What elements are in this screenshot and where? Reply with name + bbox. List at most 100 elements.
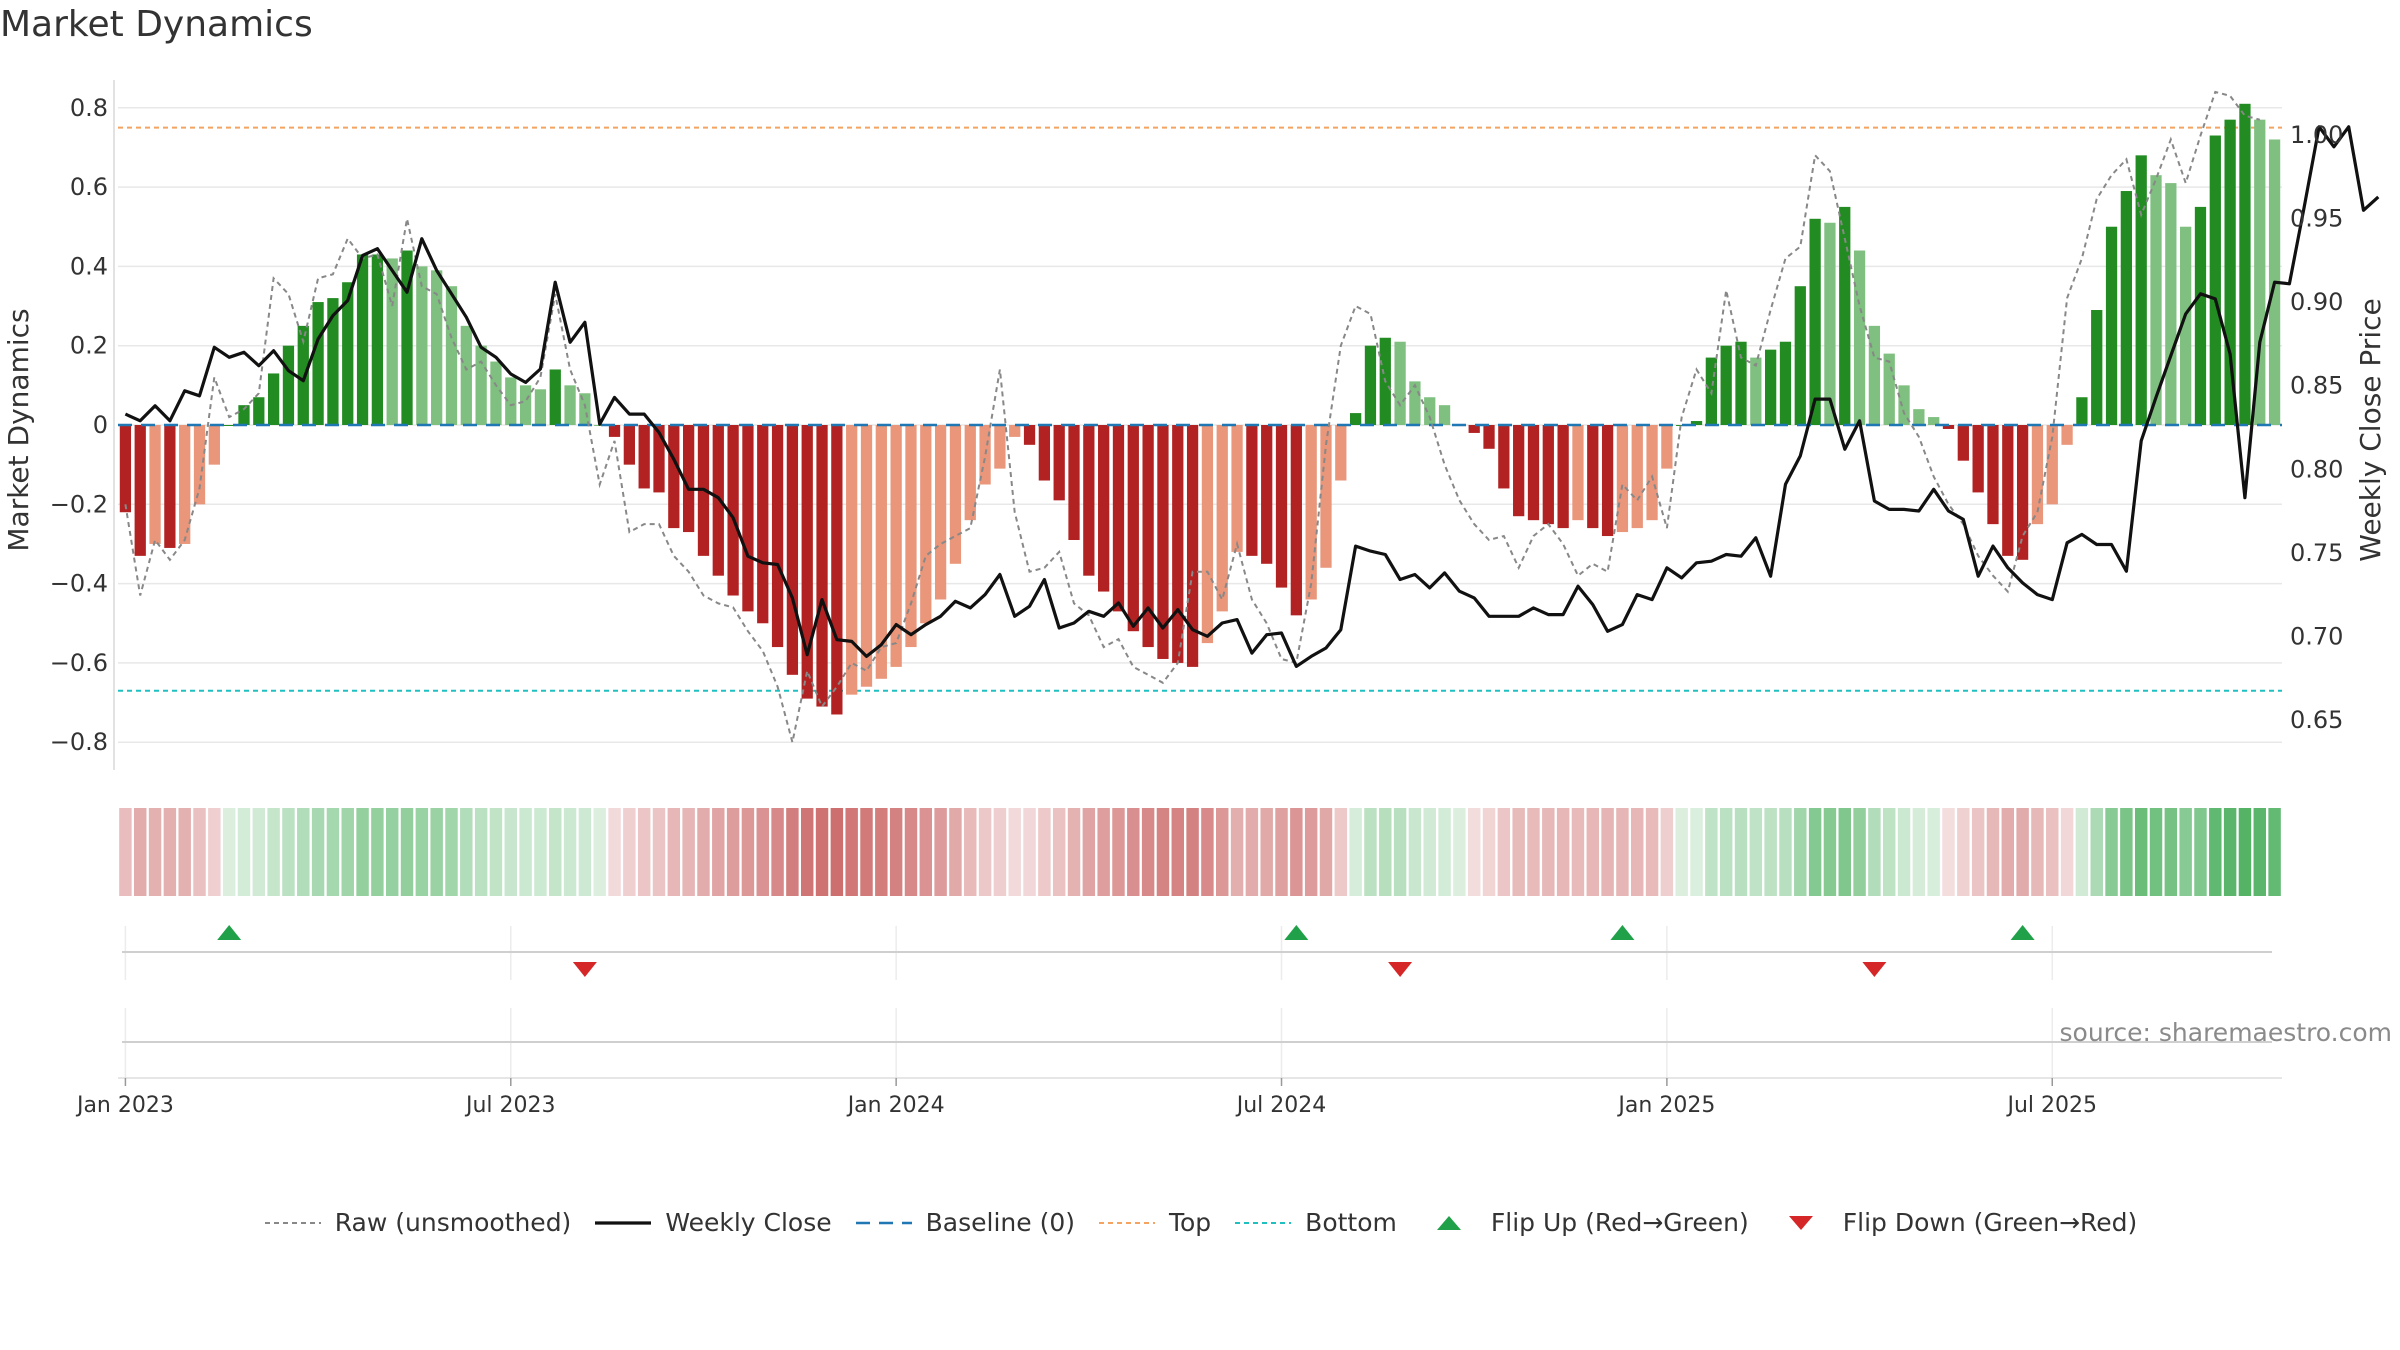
dynamics-bar — [2135, 155, 2147, 425]
regime-cell — [1349, 808, 1362, 896]
flip-marker-panel — [122, 925, 2272, 980]
dynamics-bar — [1275, 425, 1288, 588]
legend-label: Flip Up (Red→Green) — [1490, 1208, 1749, 1237]
dynamics-bar — [2002, 425, 2014, 556]
regime-cell — [1690, 808, 1703, 896]
dynamics-bar — [742, 425, 754, 612]
dynamics-bar — [431, 270, 443, 425]
dynamics-bar — [890, 425, 902, 667]
regime-cell — [1897, 808, 1911, 896]
regime-cell — [2046, 808, 2059, 896]
regime-cell — [1467, 808, 1481, 896]
legend-item-baseline: Baseline (0) — [854, 1208, 1075, 1237]
dynamics-bar — [1320, 425, 1332, 568]
legend-item-bottom: Bottom — [1233, 1208, 1397, 1237]
regime-cell — [549, 808, 562, 896]
regime-cell — [726, 808, 740, 896]
regime-cell — [608, 808, 621, 896]
close-series — [124, 125, 2380, 669]
regime-cell — [904, 808, 918, 896]
regime-cell — [2031, 808, 2044, 896]
regime-cell — [1423, 808, 1436, 896]
dynamics-bar — [1690, 421, 1703, 425]
dynamics-bar — [1498, 425, 1510, 489]
regime-cell — [919, 808, 933, 896]
regime-cell — [1868, 808, 1881, 896]
regime-cell — [1912, 808, 1926, 896]
dynamics-bar — [223, 425, 235, 426]
regime-cell — [1393, 808, 1407, 896]
y-axis-left: −0.8 −0.6 −0.4 −0.2 0 0.2 0.4 0.6 0.8 — [50, 94, 108, 756]
regime-cell — [949, 808, 962, 896]
regime-cell — [430, 808, 443, 896]
dynamics-bar — [2105, 226, 2118, 425]
regime-cell — [1645, 808, 1659, 896]
dynamics-bar — [1942, 425, 1955, 429]
dynamics-bar — [282, 345, 295, 425]
flip-down-marker — [572, 962, 597, 977]
regime-cell — [1364, 808, 1377, 896]
regime-cell — [371, 808, 384, 896]
regime-cell — [119, 808, 132, 896]
regime-cell — [2253, 808, 2266, 896]
legend-symbol — [855, 1221, 912, 1224]
dynamics-bar — [401, 250, 413, 425]
dynamics-bar — [1098, 425, 1110, 592]
dynamics-bar — [2061, 425, 2073, 445]
dynamics-bar — [1720, 345, 1732, 425]
dynamics-bar — [1676, 425, 1688, 426]
regime-cell — [1779, 808, 1792, 896]
dynamics-bar — [208, 425, 220, 465]
legend-label: Baseline (0) — [925, 1208, 1075, 1237]
date-tick-label: Jul 2024 — [1235, 1093, 1327, 1118]
y2-axis-label: Weekly Close Price — [2354, 298, 2387, 561]
regime-cell — [222, 808, 236, 896]
dynamics-bar — [979, 425, 991, 485]
dynamics-bar — [1616, 425, 1629, 533]
dynamics-bar — [416, 266, 428, 425]
dynamics-bar — [1438, 405, 1451, 425]
legend-symbol — [264, 1221, 321, 1224]
legend-symbol — [595, 1220, 652, 1225]
regime-cell — [341, 808, 354, 896]
dynamics-bar — [1172, 425, 1184, 663]
dynamics-bar — [1957, 425, 1969, 461]
dynamics-bar — [386, 258, 398, 425]
dynamics-bar — [653, 425, 665, 493]
regime-cell — [934, 808, 947, 896]
regime-cell — [667, 808, 681, 896]
dynamics-bar — [1112, 425, 1125, 612]
dynamics-bar — [1483, 425, 1495, 449]
dynamics-bar — [1009, 425, 1021, 437]
regime-cell — [1749, 808, 1763, 896]
dynamics-bar — [1527, 425, 1540, 521]
legend-item-flip-up: Flip Up (Red→Green) — [1419, 1208, 1749, 1237]
regime-cell — [860, 808, 873, 896]
regime-cell — [297, 808, 310, 896]
date-tick-label: Jul 2023 — [464, 1093, 556, 1118]
regime-cell — [1438, 808, 1451, 896]
flip-up-marker — [2010, 925, 2035, 940]
dynamics-bar — [1928, 417, 1940, 425]
weekly-close-line — [124, 125, 2380, 669]
dynamics-bar — [623, 425, 635, 465]
source-note: source: sharemaestro.com — [2059, 1018, 2393, 1047]
dynamics-bar — [638, 425, 650, 489]
regime-cell — [1319, 808, 1333, 896]
dynamics-bar — [1898, 385, 1910, 425]
regime-cell — [2238, 808, 2252, 896]
regime-cell — [741, 808, 755, 896]
regime-cell — [1008, 808, 1021, 896]
regime-cell — [2016, 808, 2029, 896]
regime-cell — [1734, 808, 1748, 896]
legend-label: Flip Down (Green→Red) — [1842, 1208, 2138, 1237]
regime-cell — [1660, 808, 1674, 896]
regime-cell — [1067, 808, 1081, 896]
regime-cell — [2134, 808, 2148, 896]
regime-cell — [712, 808, 725, 896]
y-tick-label: −0.2 — [50, 490, 108, 518]
regime-cell — [1601, 808, 1614, 896]
raw-series — [124, 90, 2261, 743]
regime-cell — [2001, 808, 2015, 896]
dynamics-bar — [1809, 218, 1821, 425]
